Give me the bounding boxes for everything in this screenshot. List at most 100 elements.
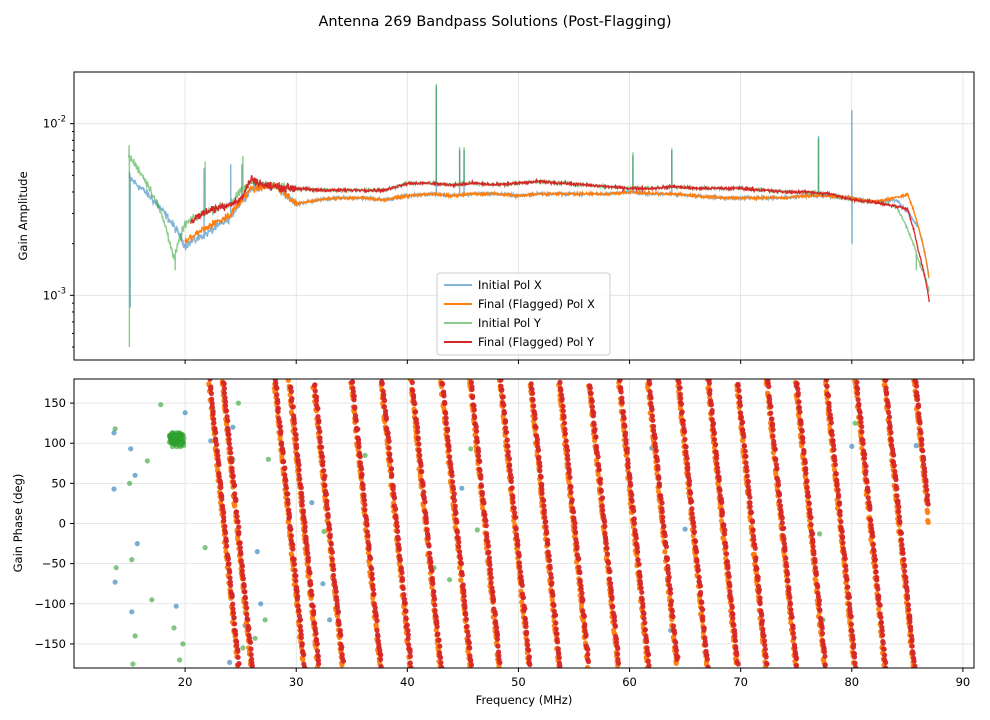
ph-final-point	[443, 421, 449, 427]
ph-final-point	[416, 447, 422, 453]
ph-final-point	[771, 442, 777, 448]
ph-final-point	[691, 529, 697, 535]
ph-final-point	[534, 440, 540, 446]
ph-final-point	[812, 565, 819, 571]
ph-final-point	[689, 506, 695, 512]
ph-final-point	[571, 509, 577, 515]
ph-final-point	[620, 409, 627, 415]
ph-final-point	[813, 571, 820, 578]
ph-final-point	[285, 379, 291, 383]
ph-final-point	[394, 519, 400, 526]
ph-initial-point	[265, 456, 271, 462]
ph-final-point	[235, 654, 241, 660]
ph-final-point	[762, 642, 768, 648]
ph-final-point	[365, 533, 371, 539]
ph-final-point	[510, 499, 516, 505]
ph-final-point	[273, 380, 279, 386]
ph-final-point	[230, 473, 236, 479]
ph-final-point	[234, 642, 240, 648]
ph-final-point	[764, 661, 770, 667]
ph-final-point	[565, 447, 571, 454]
ph-final-point	[553, 612, 559, 618]
ph-final-point	[494, 636, 501, 642]
ph-final-point	[290, 546, 296, 552]
ph-final-point	[896, 508, 902, 515]
ph-final-point	[403, 616, 409, 622]
ph-final-point	[551, 602, 557, 608]
ph-final-point	[310, 603, 316, 609]
ph-final-point	[277, 419, 283, 425]
legend-label-initial-pol-y: Initial Pol Y	[478, 316, 542, 330]
ph-final-point	[501, 410, 508, 416]
ph-final-point	[227, 575, 233, 581]
ph-final-point	[564, 452, 571, 459]
ph-final-point	[462, 605, 468, 611]
ph-initial-point	[262, 617, 268, 623]
ph-final-point	[285, 491, 291, 497]
ph-final-point	[807, 510, 813, 516]
ph-final-point	[743, 460, 749, 466]
ph-final-point	[716, 477, 722, 483]
ph-final-point	[485, 550, 491, 556]
ph-final-point	[840, 540, 846, 546]
ph-final-point	[294, 445, 300, 451]
ph-final-point	[553, 626, 559, 632]
ph-final-point	[537, 468, 543, 474]
ph-final-point	[803, 470, 809, 476]
ph-final-point	[291, 420, 297, 426]
ph-final-point	[607, 568, 613, 575]
ph-final-point	[647, 381, 653, 387]
ph-final-point	[572, 524, 578, 531]
ph-final-point	[688, 490, 694, 496]
ph-final-point	[628, 482, 634, 488]
ph-final-point	[283, 485, 289, 491]
ph-final-point	[487, 567, 494, 573]
ph-final-point	[420, 482, 426, 488]
ph-final-point	[677, 385, 683, 391]
ph-final-point	[488, 580, 494, 586]
ph-final-point	[437, 643, 443, 649]
ph-final-point	[726, 573, 732, 580]
ph-final-point	[865, 488, 871, 494]
ph-final-point	[402, 600, 408, 606]
ph-final-point	[454, 519, 460, 525]
ph-final-point	[512, 510, 518, 516]
ph-final-point	[661, 523, 667, 529]
ph-final-point	[605, 560, 612, 566]
ph-final-point	[675, 654, 681, 660]
ph-final-point	[307, 570, 313, 576]
ph-final-point	[832, 462, 839, 468]
ph-final-point	[680, 418, 686, 424]
ph-initial-point	[202, 545, 208, 551]
ph-final-point	[560, 408, 566, 414]
ph-final-point	[471, 407, 477, 413]
ph-final-point	[875, 586, 881, 592]
ph-final-point	[370, 582, 376, 588]
ph-xtick-label-50: 50	[511, 675, 526, 689]
ph-final-point	[839, 535, 846, 541]
ph-final-point	[544, 530, 550, 536]
ph-final-point	[766, 383, 772, 390]
ph-final-point	[839, 528, 845, 535]
ph-final-point	[757, 595, 763, 601]
ph-final-point	[362, 507, 368, 513]
ph-final-point	[907, 619, 913, 625]
ph-final-point	[569, 497, 575, 503]
ph-final-point	[585, 664, 591, 668]
ph-final-point	[528, 381, 534, 387]
ph-final-point	[233, 509, 240, 515]
ph-final-point	[302, 528, 308, 534]
ph-final-point	[373, 613, 379, 619]
ph-ytick-label-100: 100	[44, 436, 66, 450]
ph-final-point	[479, 491, 485, 497]
ph-final-point	[424, 527, 430, 533]
ph-final-point	[536, 454, 542, 460]
ph-final-point	[425, 535, 431, 541]
ph-final-point	[715, 465, 721, 471]
ph-final-point	[510, 495, 516, 501]
ph-final-point	[440, 381, 446, 387]
ph-final-point	[475, 448, 482, 454]
ph-final-point	[236, 529, 242, 535]
ph-final-point	[714, 461, 720, 467]
ph-final-point	[364, 529, 370, 535]
